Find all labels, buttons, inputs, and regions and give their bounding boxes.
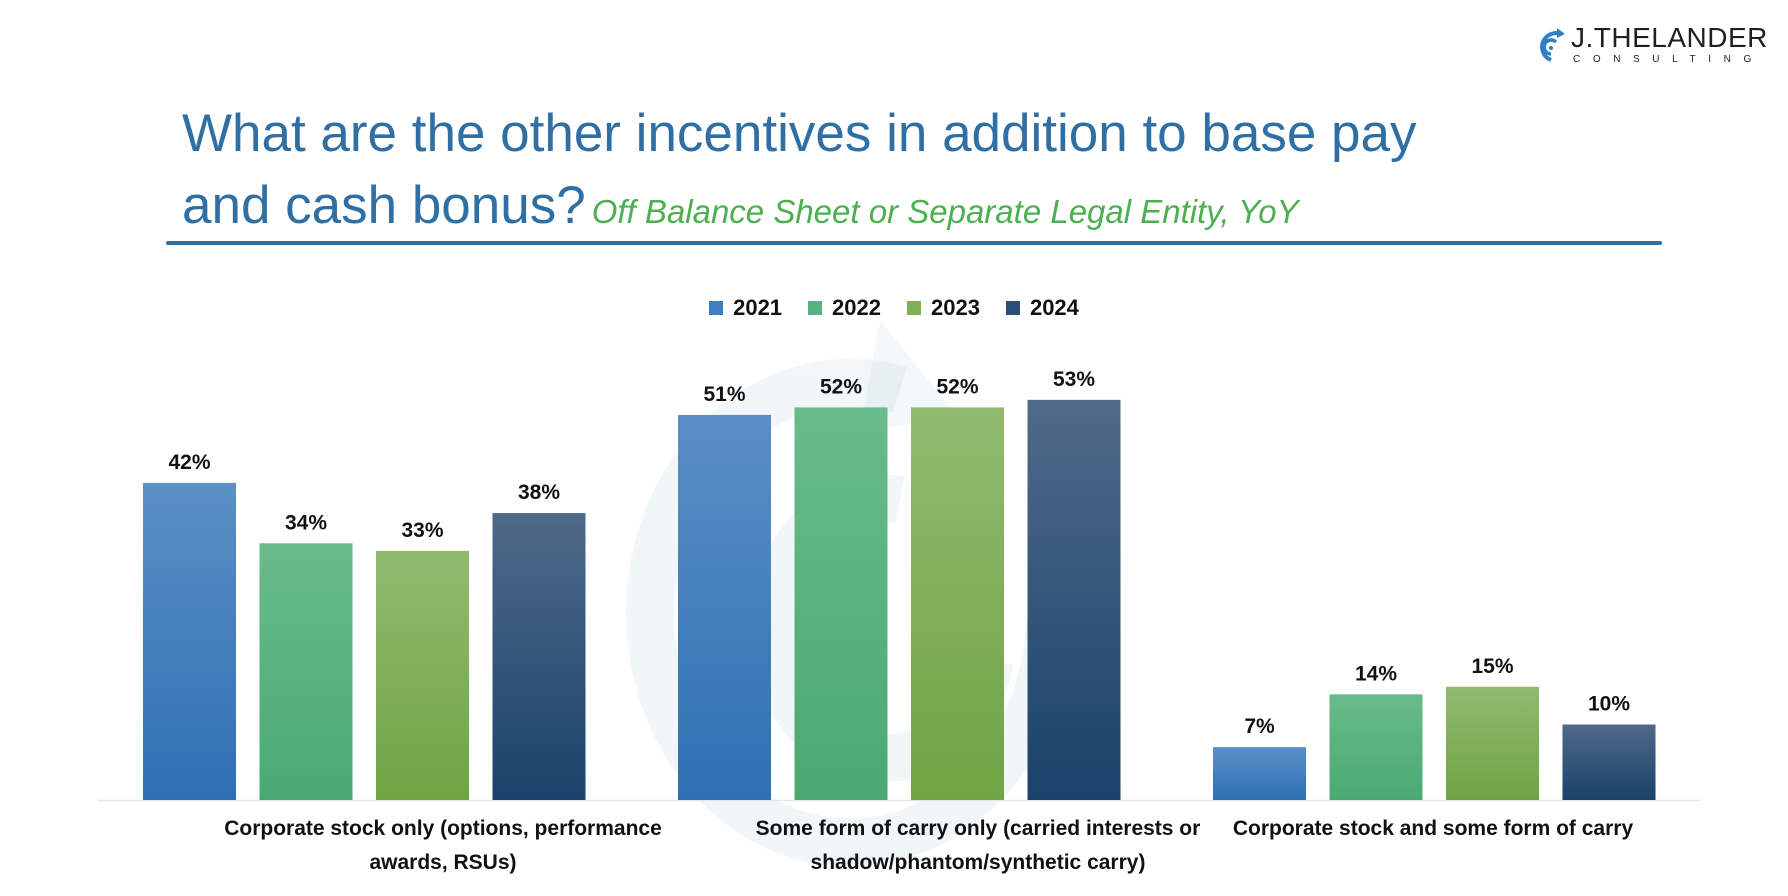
logo-tagline: CONSULTING	[1573, 54, 1764, 65]
title-line-1: What are the other incentives in additio…	[182, 104, 1417, 163]
legend-swatch	[808, 301, 823, 315]
legend-swatch	[1005, 301, 1020, 315]
data-label: 52%	[936, 375, 978, 398]
subtitle: Off Balance Sheet or Separate Legal Enti…	[591, 193, 1299, 230]
bar-2023-cat3	[1446, 686, 1539, 800]
bar-2022-cat2	[794, 407, 888, 800]
title-line-2-text: and cash bonus?	[182, 176, 586, 235]
bar-2021-cat1	[143, 482, 236, 800]
bar-2024-cat1	[492, 513, 586, 800]
data-label: 34%	[285, 511, 327, 534]
legend-item-2021: 2021	[709, 295, 782, 321]
category-label-line: shadow/phantom/synthetic carry)	[810, 851, 1146, 874]
data-label: 15%	[1471, 655, 1513, 678]
data-label: 51%	[703, 383, 745, 406]
data-label: 33%	[401, 519, 443, 542]
category-label-line: Corporate stock and some form of carry	[1232, 817, 1634, 840]
category-label-line: Some form of carry only (carried interes…	[755, 817, 1201, 840]
title-line-2: and cash bonus? Off Balance Sheet or Sepa…	[182, 170, 1682, 248]
category-label-line: Corporate stock only (options, performan…	[224, 817, 662, 840]
bar-2023-cat1	[376, 550, 469, 800]
data-label: 52%	[820, 375, 862, 398]
legend-label: 2024	[1029, 295, 1079, 320]
page-title: What are the other incentives in additio…	[182, 98, 1682, 248]
spiral-arrow-icon	[1540, 28, 1565, 62]
bar-2022-cat1	[259, 543, 353, 800]
category-label-line: awards, RSUs)	[369, 851, 517, 874]
category-label: Some form of carry only (carried interes…	[718, 812, 1238, 880]
category-label: Corporate stock and some form of carry	[1173, 812, 1693, 846]
chart-legend: 2021 2022 2023 2024	[0, 295, 1788, 321]
legend-item-2024: 2024	[1005, 295, 1079, 321]
category-label: Corporate stock only (options, performan…	[183, 812, 703, 880]
legend-label: 2021	[733, 295, 783, 320]
legend-label: 2022	[832, 295, 881, 320]
title-divider	[166, 241, 1662, 245]
bar-2021-cat3	[1213, 747, 1306, 800]
data-label: 42%	[168, 451, 210, 474]
legend-item-2022: 2022	[808, 295, 881, 321]
bar-2021-cat2	[678, 414, 771, 800]
data-label: 14%	[1355, 662, 1397, 685]
logo-name: J.THELANDER	[1571, 22, 1768, 53]
data-label: 53%	[1053, 368, 1095, 391]
legend-swatch	[907, 301, 921, 315]
legend-swatch	[709, 301, 724, 315]
company-logo: J.THELANDER CONSULTING	[1535, 22, 1775, 70]
bar-2024-cat2	[1027, 399, 1121, 800]
bar-2024-cat3	[1562, 724, 1656, 800]
data-label: 38%	[518, 481, 560, 504]
bar-2022-cat3	[1329, 694, 1423, 800]
legend-item-2023: 2023	[907, 295, 980, 321]
bar-2023-cat2	[911, 407, 1004, 800]
legend-label: 2023	[931, 295, 980, 320]
data-label: 10%	[1588, 693, 1630, 716]
data-label: 7%	[1244, 715, 1275, 738]
